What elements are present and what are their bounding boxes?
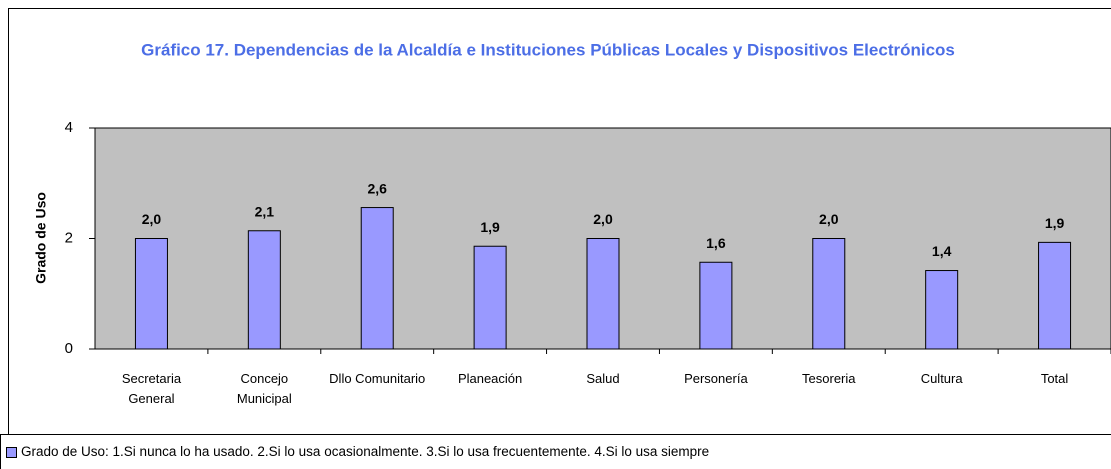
- bar: [247, 230, 281, 350]
- bar: [812, 238, 846, 350]
- value-label: 2,0: [593, 211, 613, 227]
- x-tick-label: Secretaria General: [121, 371, 182, 406]
- x-tick-label: Tesoreria: [802, 371, 856, 386]
- bar: [699, 261, 733, 350]
- x-tick-label: Concejo Municipal: [236, 371, 292, 406]
- chart-title: Gráfico 17. Dependencias de la Alcaldía …: [141, 40, 955, 59]
- value-label: 2,6: [367, 180, 387, 196]
- bar: [473, 245, 507, 350]
- legend-label: Grado de Uso: 1.Si nunca lo ha usado. 2.…: [21, 444, 710, 459]
- x-tick-label: Salud: [586, 371, 620, 386]
- value-label: 2,0: [819, 211, 839, 227]
- y-axis-label: Grado de Uso: [33, 192, 49, 284]
- bar: [586, 238, 620, 350]
- value-label: 2,0: [142, 211, 162, 227]
- y-tick-label: 4: [65, 119, 73, 136]
- legend-swatch: [6, 446, 17, 458]
- value-label: 1,6: [706, 235, 726, 251]
- bar: [134, 238, 168, 350]
- bar: [925, 270, 959, 350]
- value-label: 2,1: [255, 203, 275, 219]
- x-tick-label: Total: [1040, 371, 1069, 386]
- x-tick-label: Personería: [684, 371, 748, 386]
- x-tick-label: Cultura: [920, 371, 963, 386]
- y-tick-label: 2: [65, 229, 73, 246]
- legend: Grado de Uso: 1.Si nunca lo ha usado. 2.…: [0, 434, 1111, 469]
- x-tick-label: Dllo Comunitario: [329, 371, 426, 386]
- y-tick-label: 0: [65, 340, 73, 357]
- value-label: 1,4: [932, 243, 952, 259]
- x-tick-label: Planeación: [457, 371, 523, 386]
- bar: [1038, 241, 1072, 350]
- value-label: 1,9: [480, 219, 500, 235]
- bar: [360, 207, 394, 350]
- value-label: 1,9: [1045, 215, 1065, 231]
